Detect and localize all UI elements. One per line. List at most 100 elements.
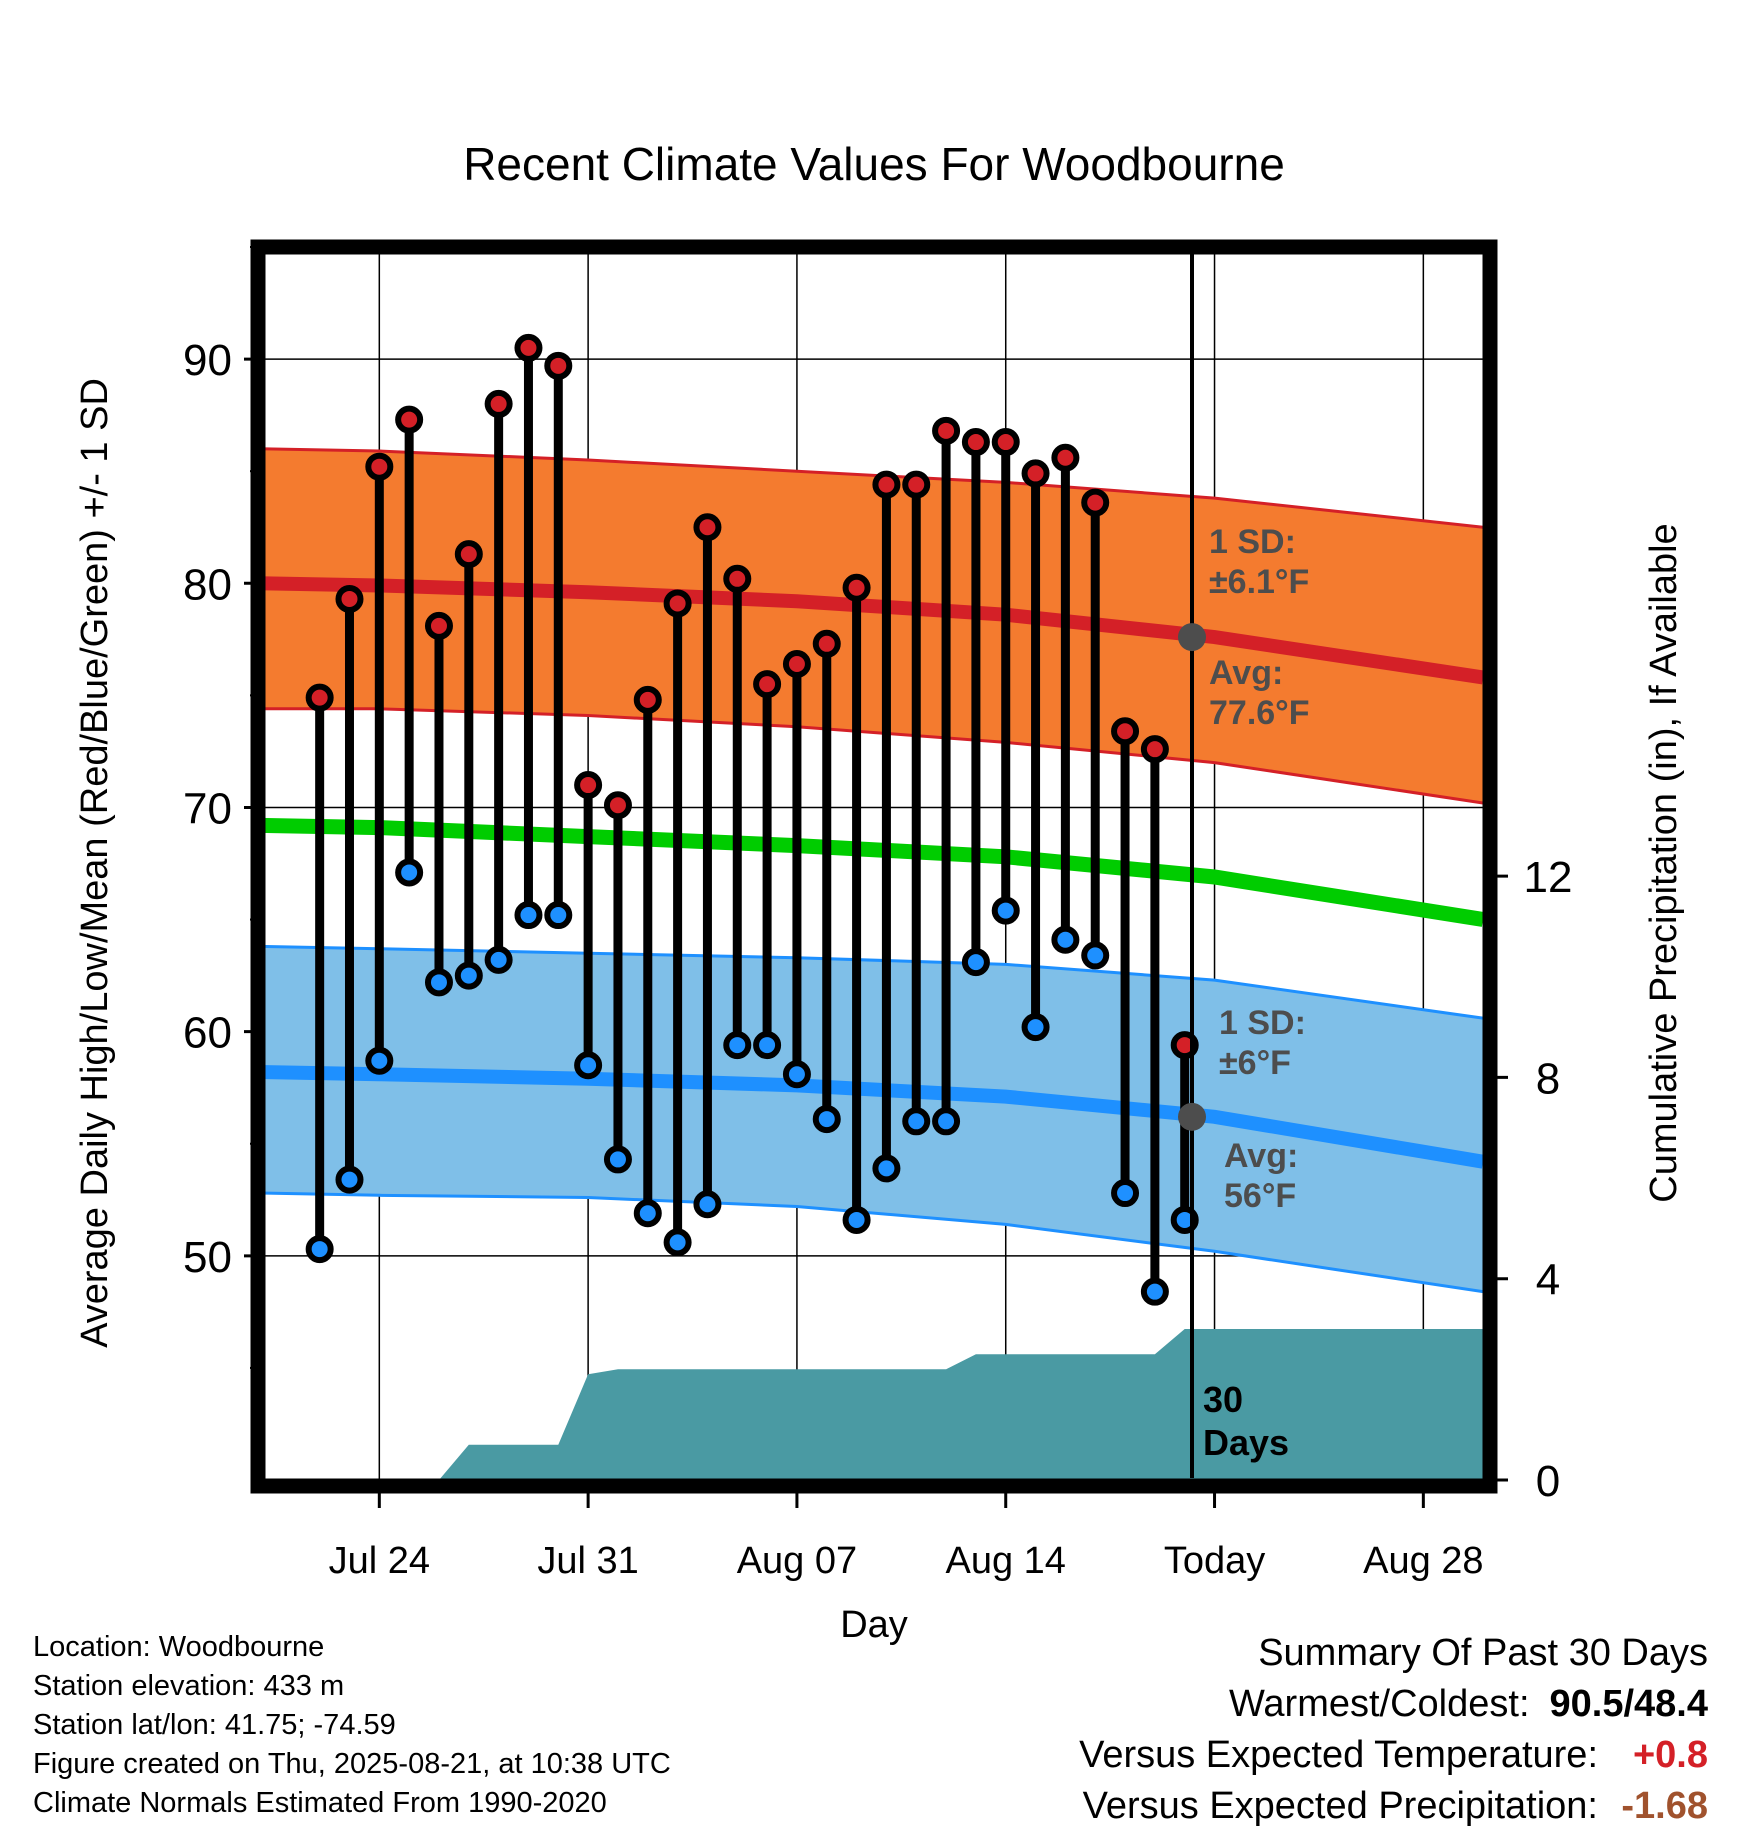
y-tick-label: 50 — [183, 1233, 232, 1282]
high-point — [365, 452, 394, 481]
low-point — [932, 1107, 961, 1136]
low-point — [1140, 1277, 1169, 1306]
low-point — [753, 1031, 782, 1060]
info-elevation: Station elevation: 433 m — [33, 1670, 345, 1702]
high-point — [603, 791, 632, 820]
low-point — [335, 1165, 364, 1194]
high-point — [544, 351, 573, 380]
high-point — [633, 685, 662, 714]
low-sd-band — [260, 946, 1483, 1292]
high-point — [842, 573, 871, 602]
high-sd-upper-line — [260, 447, 1483, 529]
today-low-avg-marker — [1178, 1102, 1206, 1131]
y-axis-label: Average Daily High/Low/Mean (Red/Blue/Gr… — [74, 378, 116, 1348]
y2-tick-label: 12 — [1524, 853, 1573, 902]
plot-frame — [250, 239, 1498, 1494]
x-tick-label: Jul 24 — [329, 1540, 430, 1582]
high-point — [693, 513, 722, 542]
high-avg-label: Avg: — [1209, 654, 1283, 692]
low-point — [395, 858, 424, 887]
high-point — [991, 428, 1020, 457]
low-avg-value: 56°F — [1224, 1177, 1296, 1215]
low-point — [484, 945, 513, 974]
low-point — [1081, 941, 1110, 970]
high-point — [335, 584, 364, 613]
low-point — [1021, 1013, 1050, 1042]
high-point — [395, 405, 424, 434]
high-point — [1021, 459, 1050, 488]
high-point — [902, 470, 931, 499]
low-point — [1111, 1179, 1140, 1208]
y2-tick-label: 4 — [1536, 1256, 1560, 1305]
info-location: Location: Woodbourne — [33, 1631, 325, 1663]
low-avg-label: Avg: — [1224, 1137, 1298, 1175]
high-point — [782, 649, 811, 678]
period-annotation: 30 Days — [1203, 1379, 1289, 1463]
low-sd-annotation: 1 SD: ±6°F Avg: 56°F — [1219, 1004, 1306, 1215]
y-tick-label: 80 — [183, 560, 232, 609]
x-tick-label: Aug 07 — [737, 1540, 857, 1582]
high-point — [514, 333, 543, 362]
warmest-coldest-label: Warmest/Coldest: — [1228, 1683, 1530, 1725]
summary-warmest-coldest: Warmest/Coldest: 90.5/48.4 — [1079, 1679, 1708, 1730]
y-tick-label: 60 — [183, 1009, 232, 1058]
y-tick-label: 70 — [183, 784, 232, 833]
high-sd-label: 1 SD: — [1209, 523, 1296, 561]
low-point — [782, 1060, 811, 1089]
x-tick-label: Jul 31 — [537, 1540, 638, 1582]
summary-temperature: Versus Expected Temperature: +0.8 — [1079, 1730, 1708, 1781]
y2-tick-label: 8 — [1536, 1054, 1560, 1103]
high-sd-value: ±6.1°F — [1209, 563, 1309, 601]
low-point — [872, 1154, 901, 1183]
high-point — [872, 470, 901, 499]
precipitation-area — [319, 1329, 1483, 1480]
high-point — [484, 389, 513, 418]
low-sd-lower-line — [260, 1191, 1483, 1294]
high-point — [305, 683, 334, 712]
low-point — [842, 1205, 871, 1234]
period-number: 30 — [1203, 1379, 1243, 1420]
y2-tick-label: 0 — [1536, 1457, 1560, 1506]
low-point — [663, 1228, 692, 1257]
high-sd-annotation: 1 SD: ±6.1°F Avg: 77.6°F — [1209, 523, 1310, 732]
info-latlon: Station lat/lon: 41.75; -74.59 — [33, 1709, 396, 1741]
y-tick-label: 90 — [183, 336, 232, 385]
high-point — [961, 428, 990, 457]
high-point — [1140, 735, 1169, 764]
high-point — [812, 629, 841, 658]
x-axis-label: Day — [840, 1604, 908, 1646]
low-point — [902, 1107, 931, 1136]
high-avg-value: 77.6°F — [1209, 694, 1310, 732]
y2-axis-label: Cumulative Precipitation (in), If Availa… — [1643, 523, 1685, 1202]
temp-value: +0.8 — [1632, 1734, 1708, 1776]
low-point — [633, 1199, 662, 1228]
low-point — [812, 1105, 841, 1134]
high-point — [454, 540, 483, 569]
summary-panel: Summary Of Past 30 Days Warmest/Coldest:… — [1079, 1628, 1708, 1832]
high-point — [1111, 717, 1140, 746]
info-created: Figure created on Thu, 2025-08-21, at 10… — [33, 1748, 671, 1780]
low-point — [723, 1031, 752, 1060]
high-point — [574, 771, 603, 800]
station-info: Location: Woodbourne Station elevation: … — [33, 1628, 671, 1823]
low-point — [305, 1235, 334, 1264]
info-normals: Climate Normals Estimated From 1990-2020 — [33, 1787, 607, 1819]
low-point — [1051, 925, 1080, 954]
low-point — [544, 901, 573, 930]
low-point — [693, 1190, 722, 1219]
low-sd-label: 1 SD: — [1219, 1004, 1306, 1042]
temp-label: Versus Expected Temperature: — [1079, 1734, 1598, 1776]
axes: 50 60 70 80 90 0 4 8 12 Jul 24 Jul 31 Aug 07 Aug 14 T… — [183, 246, 1573, 1582]
low-point — [365, 1046, 394, 1075]
period-unit: Days — [1203, 1422, 1289, 1463]
today-high-avg-marker — [1178, 623, 1206, 652]
temperature-marks — [305, 333, 1199, 1306]
low-point — [424, 968, 453, 997]
low-point — [603, 1145, 632, 1174]
chart-title: Recent Climate Values For Woodbourne — [463, 138, 1285, 190]
low-sd-value: ±6°F — [1219, 1044, 1291, 1082]
high-point — [1081, 488, 1110, 517]
summary-title: Summary Of Past 30 Days — [1258, 1632, 1708, 1674]
high-point — [723, 564, 752, 593]
high-point — [663, 589, 692, 618]
